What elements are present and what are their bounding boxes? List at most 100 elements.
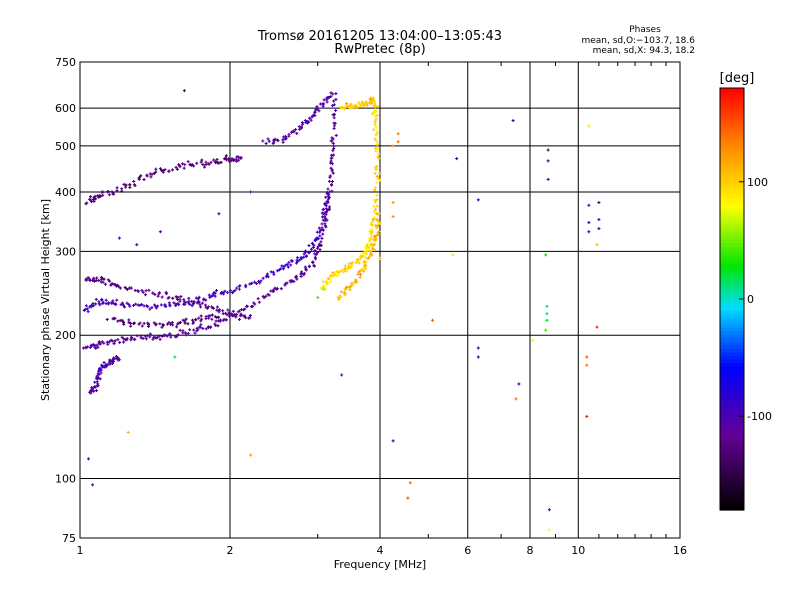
data-point-o bbox=[331, 92, 335, 96]
data-point-o bbox=[208, 325, 212, 329]
data-point-x bbox=[345, 101, 349, 105]
data-point-x bbox=[368, 255, 372, 259]
data-point-x bbox=[339, 295, 343, 299]
colorbar-segment bbox=[720, 211, 744, 216]
colorbar-segment bbox=[720, 239, 744, 244]
data-point-x bbox=[373, 103, 377, 107]
data-point-o bbox=[177, 163, 181, 167]
data-point-o bbox=[300, 125, 304, 129]
data-point-o bbox=[266, 137, 270, 141]
data-point-o bbox=[156, 294, 160, 298]
data-point-o bbox=[101, 280, 105, 284]
data-point-o bbox=[108, 279, 112, 283]
data-point-o bbox=[145, 334, 149, 338]
colorbar-segment bbox=[720, 158, 744, 163]
data-point-x bbox=[375, 193, 379, 197]
data-point-o bbox=[184, 300, 188, 304]
data-point-x bbox=[372, 100, 376, 104]
colorbar-segment bbox=[720, 288, 744, 293]
data-point-x bbox=[595, 325, 599, 329]
data-point-o bbox=[267, 293, 271, 297]
data-point-x bbox=[331, 271, 335, 275]
data-point-x bbox=[375, 142, 379, 146]
data-point-o bbox=[264, 294, 268, 298]
data-point-o bbox=[122, 182, 126, 186]
colorbar-segment bbox=[720, 390, 744, 395]
data-point-o bbox=[127, 320, 131, 324]
data-point-o bbox=[253, 302, 257, 306]
data-point-x bbox=[406, 496, 410, 500]
data-point-o bbox=[328, 174, 332, 178]
data-point-o bbox=[206, 305, 210, 309]
data-point-x bbox=[373, 171, 377, 175]
data-point-o bbox=[332, 121, 336, 125]
data-point-o bbox=[302, 255, 306, 259]
data-point-x bbox=[374, 117, 378, 121]
colorbar-segment bbox=[720, 306, 744, 311]
colorbar-segment bbox=[720, 109, 744, 114]
data-point-o bbox=[176, 295, 180, 299]
data-point-o bbox=[332, 124, 336, 128]
data-point-o bbox=[105, 317, 109, 321]
data-point-x bbox=[348, 288, 352, 292]
data-point-o bbox=[179, 295, 183, 299]
data-point-x bbox=[374, 237, 378, 241]
colorbar-segment bbox=[720, 179, 744, 184]
colorbar-segment bbox=[720, 291, 744, 297]
data-point-o bbox=[299, 274, 303, 278]
data-point-o bbox=[239, 313, 243, 317]
data-point-o bbox=[250, 281, 254, 285]
data-point-x bbox=[378, 178, 382, 182]
data-point-o bbox=[171, 296, 175, 300]
data-point-x bbox=[377, 152, 381, 156]
data-point-o bbox=[188, 328, 192, 332]
data-point-o bbox=[97, 340, 101, 344]
data-point-x bbox=[595, 243, 599, 247]
data-point-o bbox=[192, 320, 196, 324]
data-point-o bbox=[181, 318, 185, 322]
colorbar-segment bbox=[720, 172, 744, 177]
colorbar-segment bbox=[720, 415, 744, 420]
data-point-o bbox=[325, 100, 329, 104]
data-point-x bbox=[372, 216, 376, 220]
colorbar-segment bbox=[720, 411, 744, 416]
data-point-o bbox=[113, 339, 117, 343]
colorbar-segment bbox=[720, 253, 744, 258]
data-point-x bbox=[373, 186, 377, 190]
data-point-o bbox=[158, 334, 162, 338]
data-point-o bbox=[323, 224, 327, 228]
data-point-o bbox=[275, 269, 279, 273]
data-point-o bbox=[133, 184, 137, 188]
data-point-o bbox=[142, 321, 146, 325]
data-point-o bbox=[132, 179, 136, 183]
data-point-o bbox=[139, 334, 143, 338]
colorbar-segment bbox=[720, 334, 744, 339]
colorbar-segment bbox=[720, 446, 744, 451]
colorbar-segment bbox=[720, 393, 744, 399]
data-point-x bbox=[363, 263, 367, 267]
colorbar-tick-label: -100 bbox=[747, 410, 772, 423]
colorbar-segment bbox=[720, 182, 744, 188]
stats-o-line: mean, sd,O:−103.7, 18.6 bbox=[581, 36, 695, 46]
data-point-o bbox=[91, 198, 95, 202]
data-point-o bbox=[167, 320, 171, 324]
colorbar-segment bbox=[720, 316, 744, 321]
data-point-o bbox=[275, 287, 279, 291]
data-point-x bbox=[374, 223, 378, 227]
colorbar-segment bbox=[720, 499, 744, 504]
data-point-x bbox=[369, 227, 373, 231]
data-point-o bbox=[281, 267, 285, 271]
data-point-x bbox=[354, 279, 358, 283]
colorbar-segment bbox=[720, 140, 744, 145]
data-point-o bbox=[148, 332, 152, 336]
colorbar-segment bbox=[720, 235, 744, 240]
data-point-o bbox=[151, 337, 155, 341]
data-point-x bbox=[342, 106, 346, 110]
colorbar-segment bbox=[720, 197, 744, 202]
data-point-o bbox=[112, 342, 116, 346]
data-point-o bbox=[214, 160, 218, 164]
colorbar-segment bbox=[720, 214, 744, 219]
data-point-o bbox=[154, 170, 158, 174]
data-point-o bbox=[315, 246, 319, 250]
data-point-x bbox=[363, 259, 367, 263]
